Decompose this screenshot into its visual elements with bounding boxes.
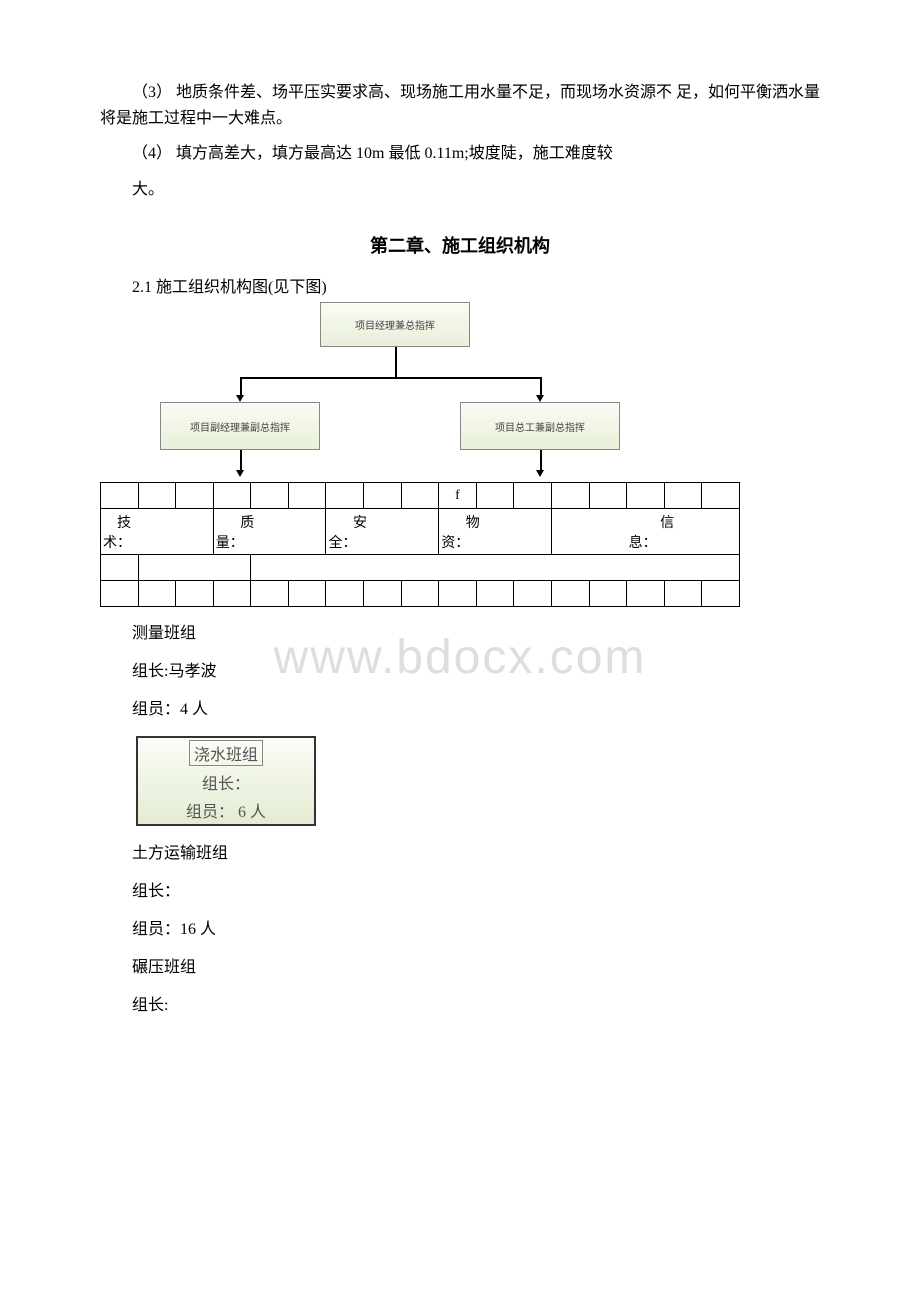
arrow-icon (236, 395, 244, 402)
water-team-leader: 组长： (138, 770, 314, 794)
org-line (240, 377, 540, 379)
org-node-left: 项目副经理兼副总指挥 (160, 402, 320, 450)
measure-leader: 组长:马孝波 (100, 660, 820, 684)
water-team-box: 浇水班组 组长： 组员： 6 人 (136, 736, 316, 826)
arrow-icon (236, 470, 244, 477)
measure-members: 组员：4 人 (100, 698, 820, 722)
table-row: f (101, 483, 740, 509)
org-line (540, 377, 542, 397)
org-line (395, 347, 397, 377)
org-chart: 项目经理兼总指挥 项目副经理兼副总指挥 项目总工兼副总指挥 (130, 302, 630, 482)
paragraph-4b: 大。 (100, 177, 820, 203)
measure-team: 测量班组 (100, 622, 820, 646)
arrow-icon (536, 470, 544, 477)
chapter-title: 第二章、施工组织机构 (100, 232, 820, 258)
paragraph-3: （3） 地质条件差、场平压实要求高、现场施工用水量不足，而现场水资源不 足，如何… (100, 80, 820, 131)
section-title: 2.1 施工组织机构图(见下图) (100, 273, 820, 297)
org-line (240, 377, 242, 397)
paragraph-4: （4） 填方高差大，填方最高达 10m 最低 0.11m;坡度陡，施工难度较 (100, 141, 820, 167)
compact-leader: 组长: (100, 994, 820, 1018)
transport-leader: 组长： (100, 880, 820, 904)
arrow-icon (536, 395, 544, 402)
transport-members: 组员：16 人 (100, 918, 820, 942)
water-team-name: 浇水班组 (189, 740, 263, 766)
group-list: 测量班组 组长:马孝波 组员：4 人 浇水班组 组长： 组员： 6 人 土方运输… (100, 622, 820, 1018)
compact-team: 碾压班组 (100, 956, 820, 980)
transport-team: 土方运输班组 (100, 842, 820, 866)
org-line (540, 450, 542, 472)
water-team-members: 组员： 6 人 (138, 798, 314, 822)
org-node-right: 项目总工兼副总指挥 (460, 402, 620, 450)
org-node-top: 项目经理兼总指挥 (320, 302, 470, 347)
table-cell: f (439, 483, 477, 509)
table-row (101, 581, 740, 607)
department-table: f 技术： 质量： 安全： 物资： 信息： (100, 482, 740, 607)
org-line (240, 450, 242, 472)
table-row (101, 555, 740, 581)
table-row: 技术： 质量： 安全： 物资： 信息： (101, 509, 740, 555)
